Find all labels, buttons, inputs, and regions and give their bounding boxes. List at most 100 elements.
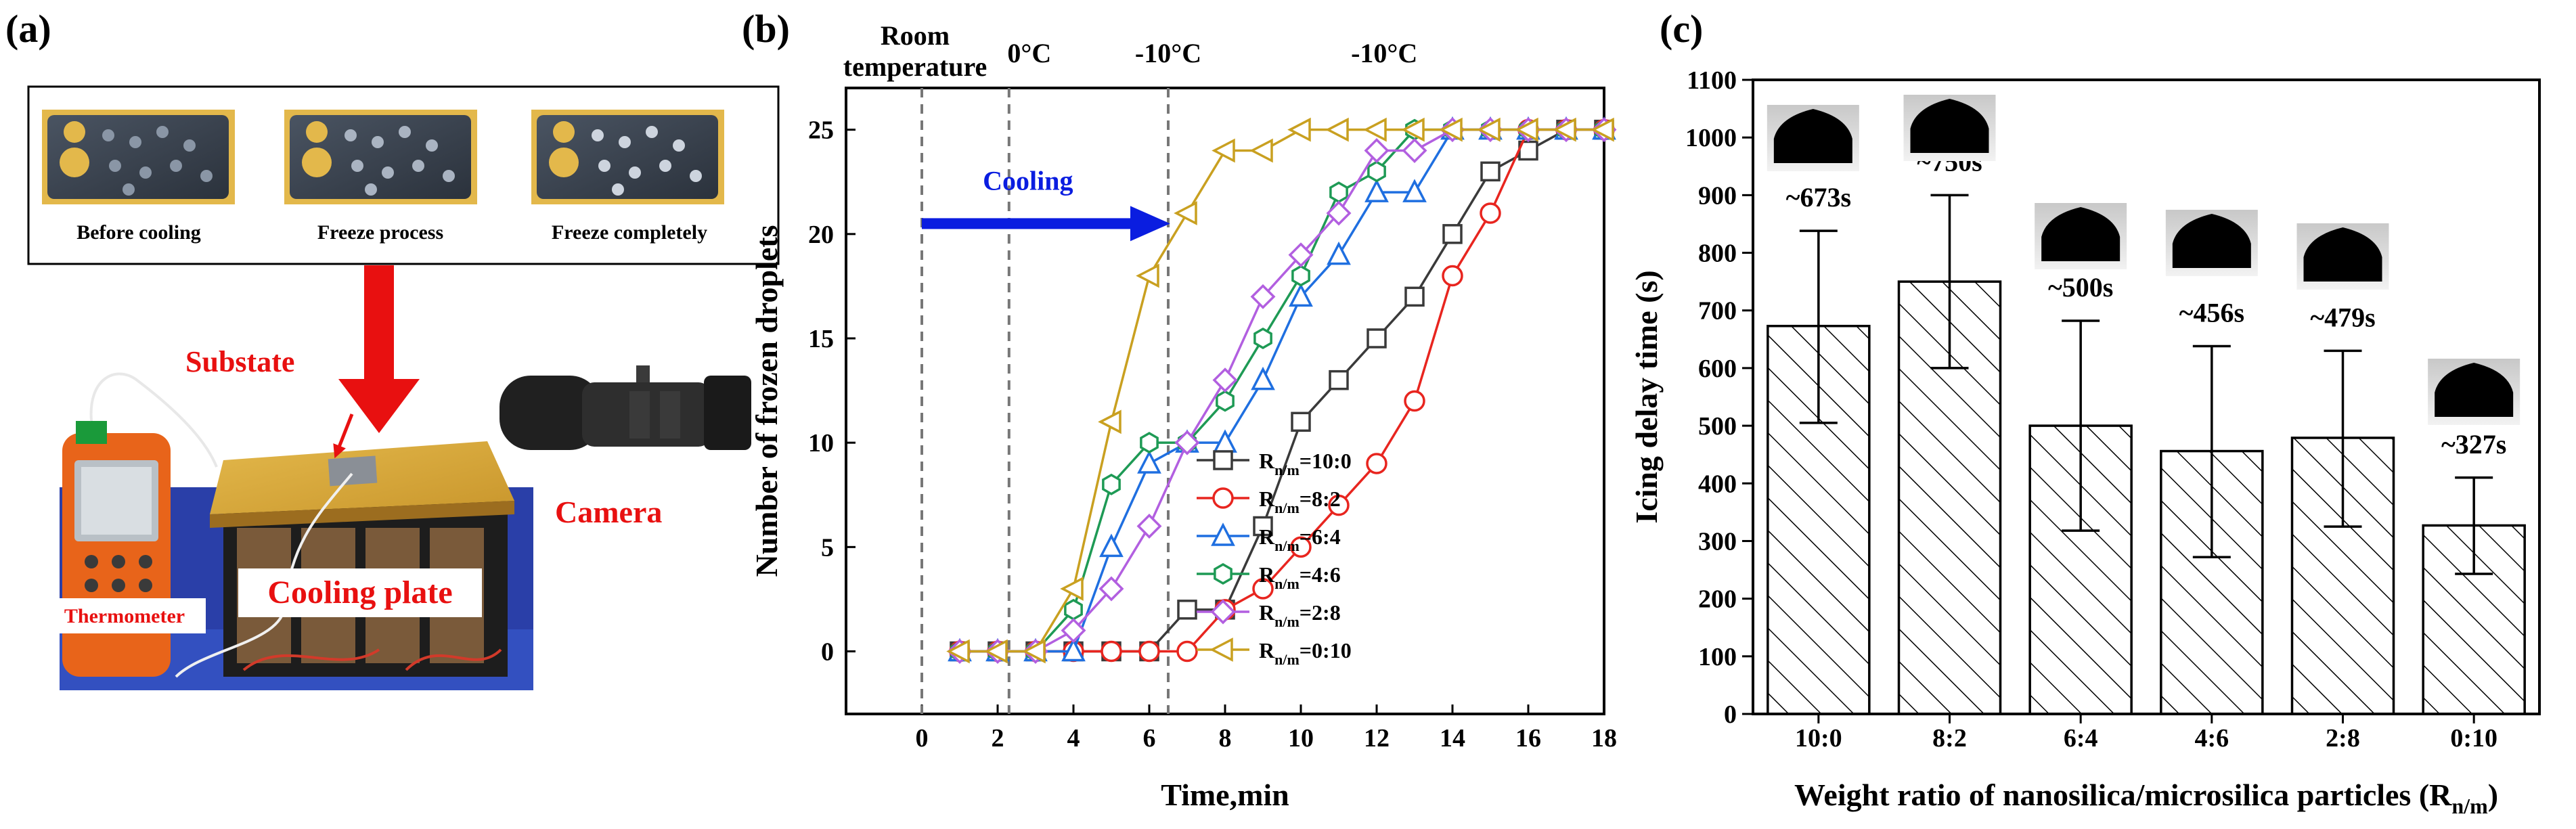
x-tick-label: 12 [1364,724,1390,753]
x-tick-label: 6 [1143,724,1156,753]
droplet-shape [2041,207,2120,261]
data-point-marker [1209,637,1233,662]
legend-item: Rn/m=2:8 [1197,599,1341,630]
data-point-marker [1136,514,1162,539]
bar-group: 10:0 ~673s [1767,105,1871,753]
data-point-marker [1329,181,1348,204]
value-annotation: ~673s [1786,182,1851,212]
data-point-marker [1404,286,1425,307]
data-point-marker [1140,432,1159,454]
y-tick-label: 0 [821,638,834,667]
data-point-marker [1288,242,1314,268]
data-point-marker [1060,577,1084,601]
y-tick-label: 100 [1698,643,1737,671]
icing-delay-chart: 0 100 200 300 400 500 600 700 800 900 1000 1100 Icin… [1629,66,2541,818]
series-line [960,128,1604,653]
x-tick-label: 10:0 [1795,724,1842,753]
droplet-shape [2303,227,2382,282]
data-point-marker [1325,117,1349,142]
data-point-marker [1326,200,1352,226]
data-point-marker [1251,366,1275,390]
y-tick-label: 800 [1698,240,1737,268]
label-thermometer: Thermometer [64,605,185,627]
data-point-marker [1102,473,1121,495]
x-axis-title: Weight ratio of nanosilica/microsilica p… [1794,778,2498,818]
value-annotation: ~500s [2048,272,2113,303]
legend-item: Rn/m=4:6 [1197,562,1341,592]
y-tick-label: 25 [808,116,834,145]
x-tick-label: 0 [916,724,929,753]
data-point-marker [1101,640,1122,663]
y-tick-label: 10 [808,429,834,457]
y-tick-label: 400 [1698,470,1737,498]
photo-before-cooling [42,110,235,204]
phase-label-0c: 0°C [1007,38,1051,68]
data-point-marker [1591,117,1614,142]
data-point-marker [1212,367,1238,393]
x-tick-label: 18 [1591,724,1617,753]
x-tick-label: 10 [1288,724,1314,753]
panel-c-label: (c) [1660,7,1703,51]
data-point-marker [1137,450,1161,474]
bar-group: 2:8 ~479s [2290,223,2395,753]
legend-label: Rn/m=6:4 [1259,524,1341,554]
substrate-pointer [333,413,354,459]
data-point-marker [1061,637,1086,662]
x-tick-label: 2 [992,724,1004,753]
legend-label: Rn/m=2:8 [1259,600,1341,630]
bar-group: 8:2~750s [1897,95,2002,753]
bar [2290,436,2395,715]
x-tick-label: 4:6 [2195,724,2229,753]
y-tick-label: 600 [1698,355,1737,383]
y-tick-label: 20 [808,221,834,249]
data-point-marker [1553,117,1576,142]
data-point-marker [1402,138,1427,163]
cooling-arrow-shaft [922,218,1130,229]
data-point-marker [1250,284,1276,309]
data-point-marker [1174,430,1200,455]
y-tick-label: 900 [1698,181,1737,210]
y-tick-label: 700 [1698,297,1737,326]
data-point-marker [1214,562,1233,585]
data-point-marker [1291,411,1311,432]
y-tick-label: 200 [1698,585,1737,614]
y-tick-label: 15 [808,325,834,353]
label-cooling-plate: Cooling plate [267,575,452,610]
droplet-shape [1773,109,1852,163]
data-point-marker [1401,117,1425,142]
y-tick-label: 500 [1698,412,1737,441]
legend-label: Rn/m=8:2 [1259,487,1341,516]
data-point-marker [1138,640,1160,663]
data-point-marker [1064,598,1083,621]
data-point-marker [1211,522,1235,546]
y-tick-label: 1000 [1685,124,1737,152]
data-point-marker [1212,138,1235,163]
data-point-marker [1402,179,1427,202]
panel-b-label: (b) [742,7,790,51]
data-point-marker [1210,599,1236,625]
series-line [960,128,1604,653]
y-tick-label: 1100 [1687,66,1737,95]
y-tick-label: 300 [1698,527,1737,556]
series-line [960,128,1604,653]
data-point-marker [1363,117,1387,142]
data-point-marker [1177,600,1197,620]
caption-freeze-completely: Freeze completely [552,221,707,244]
droplet-shape [2172,214,2251,268]
bar-group: 4:6 ~456s [2160,210,2264,753]
y-tick-label: 5 [821,533,834,562]
thermometer-label-box [43,598,206,633]
label-substrate: Substate [185,345,294,378]
droplet-thumbnail [1767,105,1859,171]
data-point-marker [1098,576,1124,602]
data-point-marker [1364,138,1390,163]
data-point-marker [1439,117,1463,142]
x-tick-label: 0:10 [2450,724,2497,753]
data-point-marker [1249,138,1273,163]
phase-label-room-line2: temperature [843,51,987,82]
droplet-thumbnail [2428,359,2521,425]
label-camera: Camera [555,495,662,529]
droplet-thumbnail [2035,203,2127,269]
data-point-marker [1176,640,1198,663]
